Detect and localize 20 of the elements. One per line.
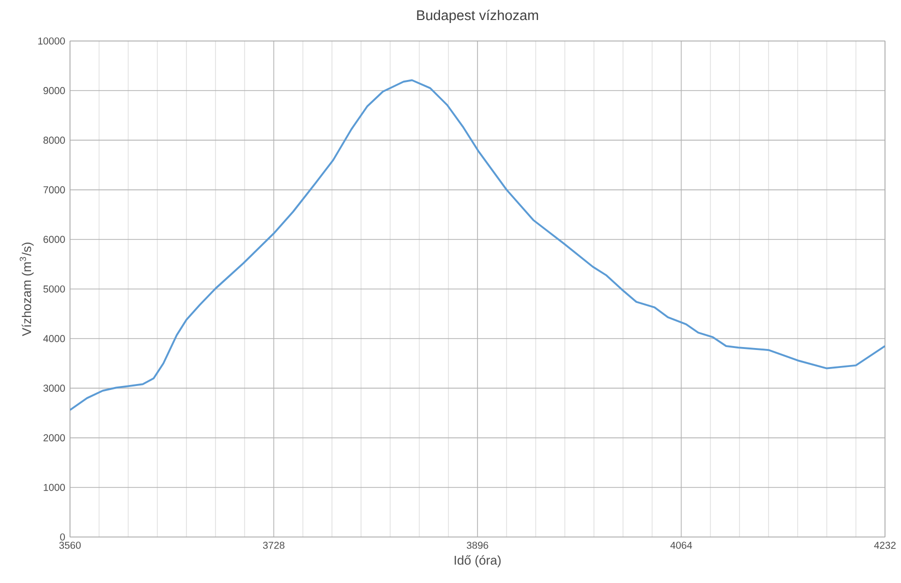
line-series xyxy=(70,79,885,411)
y-tick-label: 3000 xyxy=(43,384,65,392)
x-tick-label: 3728 xyxy=(263,542,284,549)
chart-title: Budapest vízhozam xyxy=(417,10,538,23)
y-tick-label: 8000 xyxy=(43,136,65,144)
y-tick-label: 0 xyxy=(60,533,65,541)
x-tick-label: 3560 xyxy=(59,542,81,549)
x-axis-title: Idő (óra) xyxy=(454,555,501,568)
y-tick-label: 2000 xyxy=(44,434,65,442)
x-tick-label: 4064 xyxy=(670,542,692,549)
y-axis-title: Vízhozam (m$^{3}$/s) xyxy=(20,242,34,336)
x-tick-label: 4232 xyxy=(874,542,896,549)
y-tick-label: 1000 xyxy=(44,484,65,491)
y-tick-label: 7000 xyxy=(44,186,65,194)
y-tick-label: 10000 xyxy=(38,37,65,45)
x-tick-label: 3896 xyxy=(466,542,488,549)
y-tick-label: 9000 xyxy=(44,87,65,94)
y-tick-label: 5000 xyxy=(43,285,65,293)
y-tick-label: 6000 xyxy=(44,236,65,243)
y-tick-label: 4000 xyxy=(43,335,65,342)
